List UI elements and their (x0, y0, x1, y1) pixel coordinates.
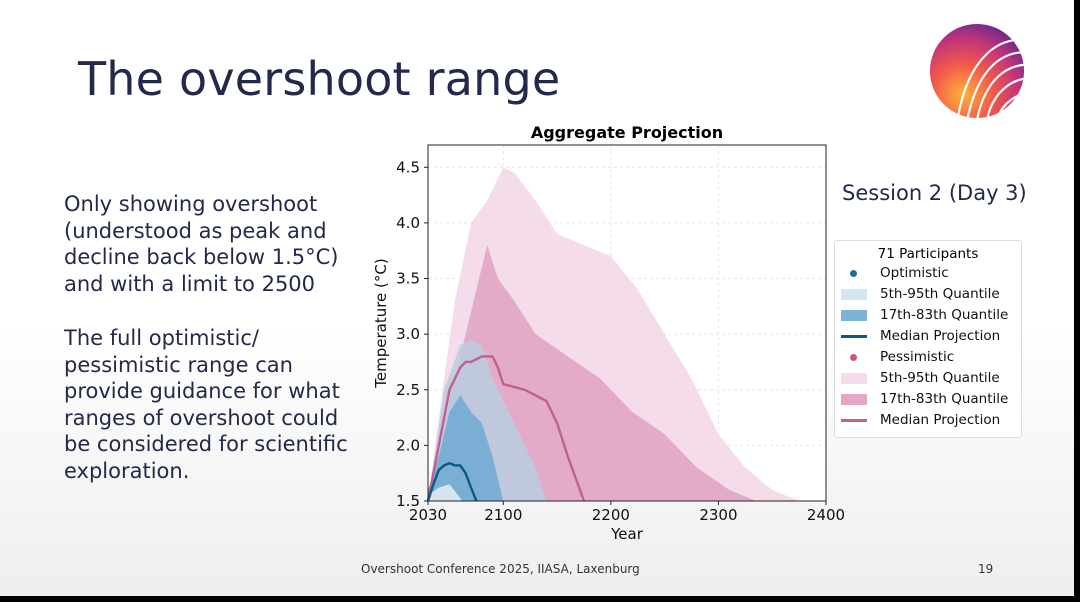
legend-item: Median Projection (835, 326, 1021, 347)
x-tick-label: 2400 (807, 506, 845, 524)
legend-swatch (850, 354, 857, 361)
legend-item: 5th-95th Quantile (835, 284, 1021, 305)
legend-label: 17th-83th Quantile (880, 307, 1009, 323)
intro-paragraph: Only showing overshoot (understood as pe… (64, 192, 339, 296)
legend-swatch (841, 373, 867, 384)
footer-text: Overshoot Conference 2025, IIASA, Laxenb… (361, 562, 640, 576)
median-line (426, 355, 586, 502)
legend-label: Median Projection (880, 412, 1001, 428)
page-number: 19 (978, 562, 994, 576)
median-line (426, 462, 478, 502)
y-tick-label: 2.0 (396, 436, 420, 454)
y-tick-label: 4.0 (396, 214, 420, 232)
aggregate-projection-chart: 2030 2100 2200 2300 2400 1.5 2.0 2.5 3.0 3.5 4.0 4.… (372, 123, 845, 543)
quantile-band (428, 484, 463, 501)
legend-item: Pessimistic (835, 347, 1021, 368)
legend-label: 5th-95th Quantile (880, 286, 1000, 302)
guidance-paragraph: The full optimistic/ pessimistic range c… (64, 326, 348, 483)
legend-swatch (841, 335, 867, 338)
y-tick-label: 3.0 (396, 325, 420, 343)
chart-title: Aggregate Projection (531, 123, 723, 142)
x-tick-label: 2030 (409, 506, 447, 524)
legend-swatch (850, 270, 857, 277)
session-label: Session 2 (Day 3) (842, 181, 1027, 205)
chart-legend: 71 Participants Optimistic 5th-95th Quant… (834, 240, 1022, 438)
slide-title: The overshoot range (78, 52, 561, 106)
y-axis-label: Temperature (°C) (372, 258, 390, 388)
y-tick-label: 1.5 (396, 492, 420, 510)
x-tick-label: 2300 (699, 506, 737, 524)
legend-item: Optimistic (835, 263, 1021, 284)
legend-title: 71 Participants (877, 246, 979, 262)
x-tick-label: 2200 (592, 506, 630, 524)
legend-swatch (841, 394, 867, 405)
legend-label: 5th-95th Quantile (880, 370, 1000, 386)
legend-label: Pessimistic (880, 349, 955, 365)
quantile-band (428, 395, 504, 501)
legend-swatch (841, 289, 867, 300)
legend-swatch (841, 419, 867, 422)
y-tick-label: 2.5 (396, 381, 420, 399)
plot-frame (427, 144, 827, 502)
y-tick-label: 3.5 (396, 270, 420, 288)
legend-label: 17th-83th Quantile (880, 391, 1009, 407)
legend-item: 5th-95th Quantile (835, 368, 1021, 389)
legend-swatch (841, 310, 867, 321)
rainbow-arcs-logo (929, 23, 1025, 119)
legend-item: 17th-83th Quantile (835, 305, 1021, 326)
legend-label: Optimistic (880, 265, 949, 281)
x-tick-label: 2100 (484, 506, 522, 524)
legend-label: Median Projection (880, 328, 1001, 344)
y-tick-label: 4.5 (396, 158, 420, 176)
legend-item: Median Projection (835, 410, 1021, 431)
legend-item: 17th-83th Quantile (835, 389, 1021, 410)
x-axis-label: Year (610, 525, 644, 543)
